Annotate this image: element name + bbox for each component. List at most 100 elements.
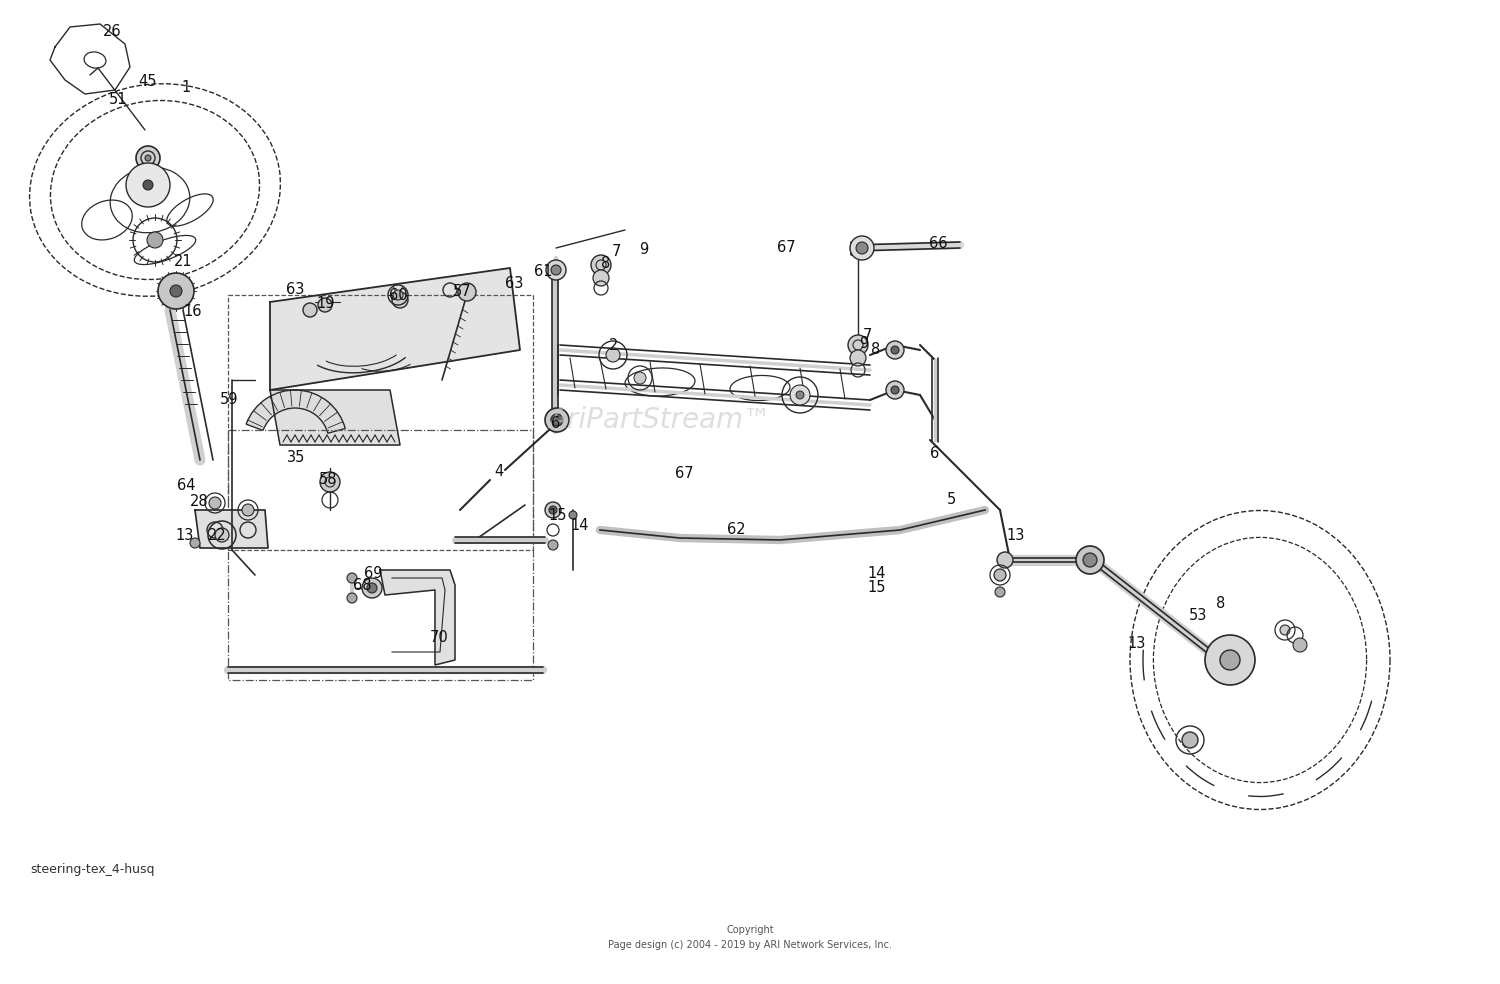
Circle shape <box>1076 546 1104 574</box>
Circle shape <box>994 587 1005 597</box>
Circle shape <box>1280 625 1290 635</box>
Polygon shape <box>270 390 400 445</box>
Circle shape <box>393 290 404 300</box>
Circle shape <box>346 593 357 603</box>
Circle shape <box>190 538 200 548</box>
Circle shape <box>142 180 153 190</box>
Wedge shape <box>246 390 345 433</box>
Text: Copyright: Copyright <box>726 925 774 935</box>
Text: 6: 6 <box>930 447 939 461</box>
Text: 2: 2 <box>609 338 618 353</box>
Text: 19: 19 <box>316 295 336 311</box>
Text: 7: 7 <box>612 244 621 260</box>
Text: 14: 14 <box>570 518 590 532</box>
Text: 61: 61 <box>534 264 552 278</box>
Text: 13: 13 <box>1128 636 1146 650</box>
Circle shape <box>320 472 340 492</box>
Text: Page design (c) 2004 - 2019 by ARI Network Services, Inc.: Page design (c) 2004 - 2019 by ARI Netwo… <box>608 940 892 950</box>
Circle shape <box>242 504 254 516</box>
Circle shape <box>1293 638 1306 652</box>
Circle shape <box>796 391 804 399</box>
Text: 60: 60 <box>388 287 408 302</box>
Text: 57: 57 <box>453 283 471 298</box>
Text: 1: 1 <box>182 81 190 95</box>
Circle shape <box>891 386 898 394</box>
Text: 35: 35 <box>286 450 304 464</box>
Circle shape <box>209 497 220 509</box>
Text: 26: 26 <box>102 24 122 38</box>
Text: 4: 4 <box>495 463 504 478</box>
Text: 8: 8 <box>602 256 610 271</box>
Text: 69: 69 <box>363 566 382 581</box>
Text: 21: 21 <box>174 255 192 270</box>
Text: 5: 5 <box>946 491 956 507</box>
Circle shape <box>170 285 182 297</box>
Circle shape <box>550 265 561 275</box>
Circle shape <box>886 381 904 399</box>
Text: 28: 28 <box>189 495 209 510</box>
Text: 45: 45 <box>138 75 158 90</box>
Text: 63: 63 <box>286 282 304 297</box>
Text: AriPartStream™: AriPartStream™ <box>549 406 771 434</box>
Circle shape <box>550 414 562 426</box>
Circle shape <box>136 146 160 170</box>
Text: 22: 22 <box>207 527 226 542</box>
Circle shape <box>1204 635 1255 685</box>
Bar <box>228 430 532 680</box>
Circle shape <box>214 528 230 542</box>
Text: 51: 51 <box>108 92 128 107</box>
Circle shape <box>592 270 609 286</box>
Circle shape <box>634 372 646 384</box>
Circle shape <box>568 511 578 519</box>
Circle shape <box>303 303 316 317</box>
Circle shape <box>147 232 164 248</box>
Circle shape <box>790 385 810 405</box>
Circle shape <box>1083 553 1096 567</box>
Text: 13: 13 <box>176 527 194 542</box>
Circle shape <box>850 236 874 260</box>
Text: 6: 6 <box>552 416 561 432</box>
Circle shape <box>847 335 868 355</box>
Text: 66: 66 <box>928 235 948 251</box>
Circle shape <box>1220 650 1240 670</box>
Circle shape <box>458 283 476 301</box>
Circle shape <box>318 298 332 312</box>
Text: 67: 67 <box>777 239 795 255</box>
Circle shape <box>126 163 170 207</box>
Text: 9: 9 <box>859 337 868 351</box>
Text: steering-tex_4-husq: steering-tex_4-husq <box>30 864 154 877</box>
Text: 15: 15 <box>867 580 886 594</box>
Circle shape <box>544 408 568 432</box>
Circle shape <box>850 350 865 366</box>
Circle shape <box>548 540 558 550</box>
Circle shape <box>546 260 566 280</box>
Text: 7: 7 <box>862 329 871 343</box>
Polygon shape <box>380 570 454 665</box>
Circle shape <box>886 341 904 359</box>
Text: 14: 14 <box>867 567 886 582</box>
Text: 68: 68 <box>352 579 372 593</box>
Circle shape <box>591 255 610 275</box>
Text: 15: 15 <box>549 509 567 523</box>
Circle shape <box>994 569 1006 581</box>
Circle shape <box>856 242 868 254</box>
Text: 16: 16 <box>183 303 203 319</box>
Text: 13: 13 <box>1007 527 1025 542</box>
Text: 70: 70 <box>429 630 448 645</box>
Text: 9: 9 <box>639 242 648 258</box>
Circle shape <box>891 346 898 354</box>
Circle shape <box>549 506 556 514</box>
Circle shape <box>544 502 561 518</box>
Text: 59: 59 <box>219 392 239 406</box>
Text: 58: 58 <box>318 472 338 487</box>
Text: 53: 53 <box>1190 608 1208 624</box>
Text: 64: 64 <box>177 477 195 493</box>
Text: 8: 8 <box>871 342 880 357</box>
Circle shape <box>146 155 152 161</box>
Text: 67: 67 <box>675 466 693 481</box>
Circle shape <box>368 583 376 593</box>
Circle shape <box>158 273 194 309</box>
Circle shape <box>1182 732 1198 748</box>
Circle shape <box>346 573 357 583</box>
Circle shape <box>606 348 619 362</box>
